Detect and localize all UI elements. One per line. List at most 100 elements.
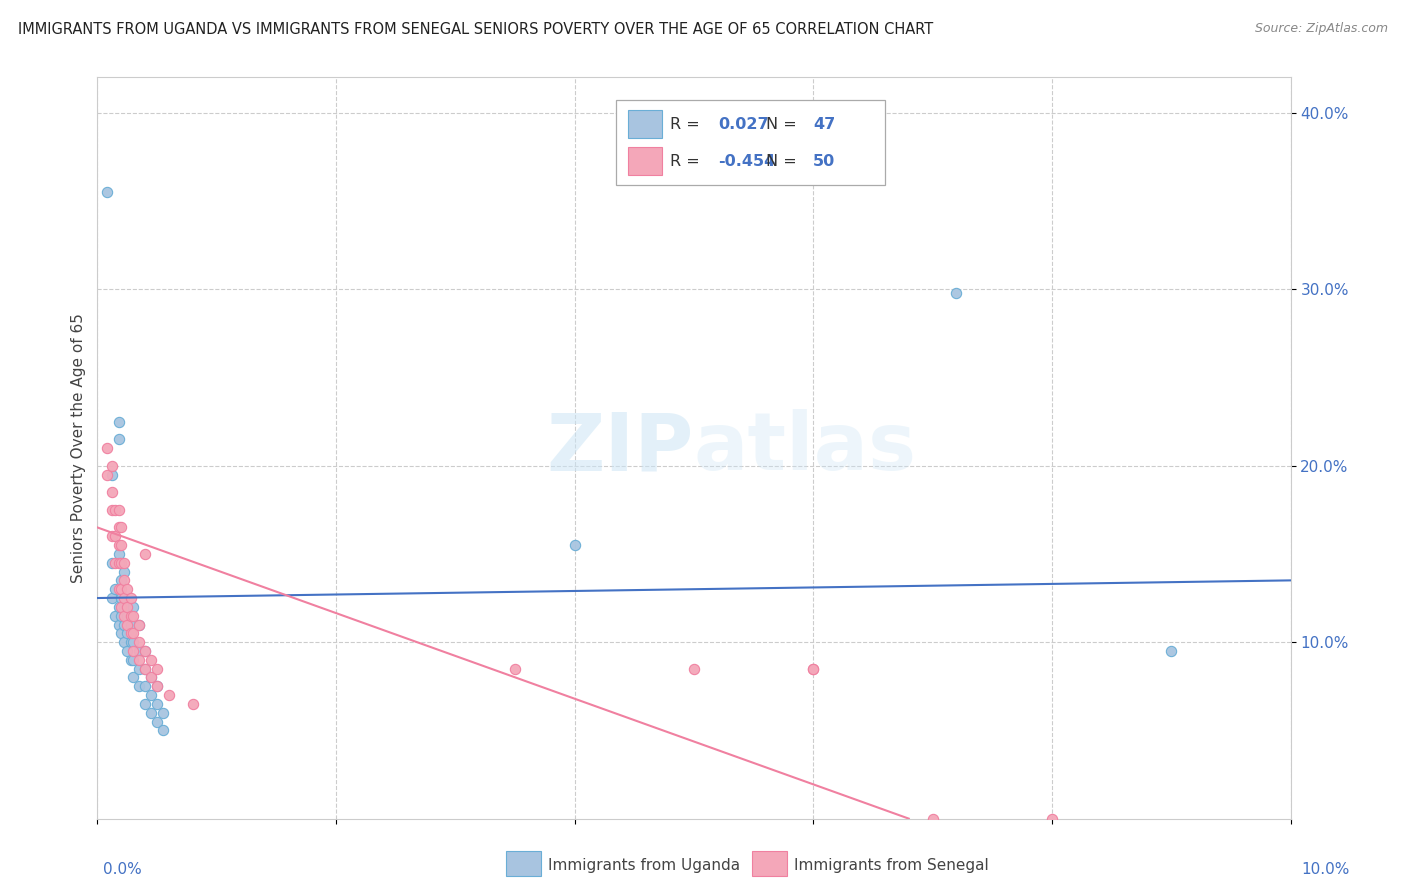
Point bbox=[134, 662, 156, 676]
Point bbox=[104, 529, 127, 543]
Point bbox=[122, 626, 145, 640]
Point bbox=[181, 697, 204, 711]
Text: ZIP: ZIP bbox=[547, 409, 695, 487]
Point bbox=[134, 644, 156, 658]
Point bbox=[108, 503, 131, 517]
Point bbox=[112, 608, 135, 623]
Point bbox=[108, 547, 131, 561]
Text: 47: 47 bbox=[813, 117, 835, 132]
Point bbox=[108, 617, 131, 632]
Text: 0.027: 0.027 bbox=[718, 117, 769, 132]
Point bbox=[108, 538, 131, 552]
Point bbox=[128, 653, 150, 667]
Text: Immigrants from Senegal: Immigrants from Senegal bbox=[794, 858, 990, 872]
Point bbox=[157, 688, 180, 702]
Point bbox=[146, 662, 169, 676]
Point bbox=[128, 617, 150, 632]
FancyBboxPatch shape bbox=[628, 110, 662, 138]
Point bbox=[112, 574, 135, 588]
Point bbox=[104, 556, 127, 570]
Point bbox=[96, 185, 118, 199]
Point bbox=[122, 635, 145, 649]
Point bbox=[139, 653, 162, 667]
Text: atlas: atlas bbox=[695, 409, 917, 487]
Point bbox=[122, 670, 145, 684]
FancyBboxPatch shape bbox=[616, 100, 884, 185]
Point bbox=[128, 617, 150, 632]
Point bbox=[122, 644, 145, 658]
Point bbox=[139, 670, 162, 684]
Point bbox=[108, 582, 131, 597]
Point bbox=[1160, 644, 1182, 658]
Point bbox=[503, 662, 526, 676]
Point bbox=[104, 582, 127, 597]
Point bbox=[108, 432, 131, 446]
Point bbox=[801, 662, 824, 676]
Point bbox=[108, 599, 131, 614]
Point bbox=[110, 626, 132, 640]
Point bbox=[115, 617, 138, 632]
Point bbox=[921, 812, 943, 826]
Point bbox=[110, 591, 132, 605]
Point bbox=[134, 644, 156, 658]
Point bbox=[100, 467, 122, 482]
Point bbox=[115, 599, 138, 614]
Point bbox=[120, 653, 142, 667]
Point bbox=[112, 591, 135, 605]
Point bbox=[110, 520, 132, 534]
Text: IMMIGRANTS FROM UGANDA VS IMMIGRANTS FROM SENEGAL SENIORS POVERTY OVER THE AGE O: IMMIGRANTS FROM UGANDA VS IMMIGRANTS FRO… bbox=[18, 22, 934, 37]
Point bbox=[152, 706, 174, 720]
Point bbox=[96, 467, 118, 482]
Point bbox=[115, 626, 138, 640]
Point bbox=[134, 662, 156, 676]
Point bbox=[146, 714, 169, 729]
Text: 10.0%: 10.0% bbox=[1302, 863, 1350, 877]
Point bbox=[104, 503, 127, 517]
Point bbox=[108, 520, 131, 534]
Point bbox=[100, 591, 122, 605]
Point bbox=[564, 538, 586, 552]
Point bbox=[100, 556, 122, 570]
Point bbox=[104, 608, 127, 623]
Point bbox=[801, 662, 824, 676]
Point bbox=[128, 644, 150, 658]
Point bbox=[128, 679, 150, 693]
Point bbox=[122, 599, 145, 614]
Point bbox=[115, 644, 138, 658]
Point bbox=[100, 485, 122, 500]
Point bbox=[134, 547, 156, 561]
Text: R =: R = bbox=[671, 117, 704, 132]
Text: Source: ZipAtlas.com: Source: ZipAtlas.com bbox=[1254, 22, 1388, 36]
Point bbox=[146, 679, 169, 693]
Point bbox=[139, 706, 162, 720]
Point bbox=[112, 565, 135, 579]
Point bbox=[110, 582, 132, 597]
Point bbox=[115, 582, 138, 597]
Text: N =: N = bbox=[766, 153, 801, 169]
Point bbox=[945, 285, 967, 300]
Text: R =: R = bbox=[671, 153, 704, 169]
Point bbox=[122, 653, 145, 667]
Point bbox=[110, 556, 132, 570]
Text: -0.454: -0.454 bbox=[718, 153, 775, 169]
Point bbox=[146, 679, 169, 693]
Point bbox=[100, 529, 122, 543]
Point bbox=[112, 599, 135, 614]
Point bbox=[96, 441, 118, 455]
FancyBboxPatch shape bbox=[628, 147, 662, 175]
Text: 0.0%: 0.0% bbox=[103, 863, 142, 877]
Point bbox=[110, 574, 132, 588]
Point bbox=[128, 662, 150, 676]
Point bbox=[139, 688, 162, 702]
Point bbox=[112, 617, 135, 632]
Point bbox=[146, 697, 169, 711]
Point bbox=[112, 635, 135, 649]
Point bbox=[122, 608, 145, 623]
Point bbox=[120, 635, 142, 649]
Point bbox=[112, 556, 135, 570]
Point bbox=[120, 617, 142, 632]
Point bbox=[120, 626, 142, 640]
Y-axis label: Seniors Poverty Over the Age of 65: Seniors Poverty Over the Age of 65 bbox=[72, 313, 86, 583]
Point bbox=[110, 538, 132, 552]
Point bbox=[110, 608, 132, 623]
